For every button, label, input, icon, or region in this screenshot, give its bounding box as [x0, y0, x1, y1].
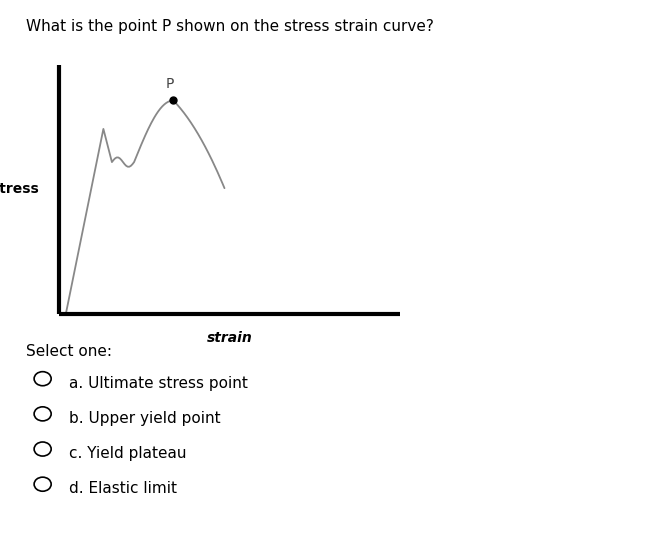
Text: c. Yield plateau: c. Yield plateau — [69, 446, 186, 461]
Text: Select one:: Select one: — [26, 344, 112, 359]
Text: P: P — [166, 77, 174, 91]
Text: d. Elastic limit: d. Elastic limit — [69, 481, 177, 497]
Text: b. Upper yield point: b. Upper yield point — [69, 411, 220, 426]
Text: stress: stress — [0, 182, 39, 196]
Text: What is the point P shown on the stress strain curve?: What is the point P shown on the stress … — [26, 19, 434, 34]
Text: a. Ultimate stress point: a. Ultimate stress point — [69, 376, 248, 391]
Text: strain: strain — [207, 331, 253, 345]
